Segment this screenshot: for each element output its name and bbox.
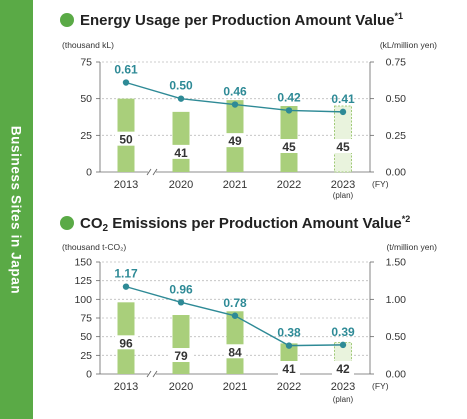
chart1-left-tick-label: 75 bbox=[80, 57, 92, 69]
chart1-axis-break-icon bbox=[146, 168, 158, 176]
chart1-line-label: 0.50 bbox=[169, 79, 193, 93]
chart2-line-label: 1.17 bbox=[114, 267, 138, 281]
sidebar: Business Sites in Japan bbox=[0, 0, 33, 419]
chart2-x-tick-label: 2022 bbox=[277, 381, 301, 393]
chart1-left-tick-label: 50 bbox=[80, 93, 92, 105]
chart1-right-tick-label: 0.50 bbox=[386, 93, 407, 105]
chart2-line-point bbox=[285, 342, 293, 349]
chart2-left-tick-label: 125 bbox=[74, 275, 92, 287]
chart2-bar bbox=[172, 315, 190, 374]
chart1-left-unit: (thousand kL) bbox=[62, 40, 114, 50]
chart2-title-subscript: 2 bbox=[103, 223, 109, 234]
chart1-line-point bbox=[231, 101, 239, 108]
chart2-line-point bbox=[339, 341, 347, 349]
chart1-fy-label: (FY) bbox=[372, 179, 389, 189]
chart1-x-tick-label: 2020 bbox=[169, 179, 193, 191]
chart2-line-point bbox=[231, 312, 239, 319]
chart1-title-text: Energy Usage per Production Amount Value bbox=[80, 12, 395, 29]
chart2-left-unit: (thousand t-CO₂) bbox=[62, 242, 126, 252]
chart2-title-text-pre: CO bbox=[80, 215, 103, 232]
chart2-right-tick-label: 0.50 bbox=[386, 331, 407, 343]
chart1-bar-label: 49 bbox=[228, 134, 242, 148]
chart1-bar-label-bg bbox=[115, 131, 137, 146]
chart2-line-label: 0.78 bbox=[223, 296, 247, 310]
chart2-line-point bbox=[122, 283, 130, 290]
chart2-bar-label-bg bbox=[170, 348, 192, 363]
chart2-fy-label: (FY) bbox=[372, 381, 389, 391]
chart2-title-note: *2 bbox=[402, 214, 411, 224]
chart1-bar-label-bg bbox=[170, 144, 192, 159]
chart1-line-label: 0.42 bbox=[277, 90, 301, 104]
chart2-left-tick-label: 100 bbox=[74, 294, 92, 306]
chart2-title: CO2 Emissions per Production Amount Valu… bbox=[80, 214, 410, 234]
chart1-line-label: 0.61 bbox=[114, 63, 138, 77]
chart1-bar-label: 45 bbox=[282, 140, 296, 154]
chart2-left-tick-label: 150 bbox=[74, 257, 92, 269]
chart1-title-note: *1 bbox=[395, 11, 404, 21]
chart1-line-point bbox=[122, 79, 130, 86]
chart2-axis-break-gap bbox=[148, 370, 156, 378]
chart2-bar-label: 42 bbox=[336, 362, 350, 376]
chart1-bar bbox=[172, 111, 190, 172]
chart2-bar-label-bg bbox=[332, 361, 354, 375]
chart1-line-point bbox=[339, 108, 347, 116]
chart2-right-tick-label: 1.00 bbox=[386, 294, 407, 306]
chart1-title: Energy Usage per Production Amount Value… bbox=[80, 11, 403, 29]
chart1-right-tick-label: 0.75 bbox=[386, 57, 407, 69]
chart1-bar-label: 45 bbox=[336, 140, 350, 154]
chart1-right-unit: (kL/million yen) bbox=[380, 40, 437, 50]
chart2-right-tick-label: 1.50 bbox=[386, 257, 407, 269]
chart1-line-point bbox=[177, 95, 185, 102]
chart2-line-label: 0.38 bbox=[277, 326, 301, 340]
chart1-right-tick-label: 0.25 bbox=[386, 130, 407, 142]
chart1-x-tick-label: 2023 bbox=[331, 179, 355, 191]
chart2-x-tick-label: 2013 bbox=[114, 381, 138, 393]
chart1-bar-label-bg bbox=[224, 133, 246, 148]
chart2-bar-label: 96 bbox=[119, 336, 133, 350]
chart2-right-tick-label: 0.00 bbox=[386, 369, 407, 381]
chart2-x-tick-label: 2021 bbox=[223, 381, 247, 393]
chart1-line-label: 0.46 bbox=[223, 85, 247, 99]
chart2-line-label: 0.39 bbox=[331, 325, 355, 339]
chart1-left-tick-label: 25 bbox=[80, 130, 92, 142]
chart2-left-tick-label: 50 bbox=[80, 331, 92, 343]
chart2-left-tick-label: 25 bbox=[80, 350, 92, 362]
chart1-x-tick-label: 2022 bbox=[277, 179, 301, 191]
chart1-bar-label-bg bbox=[332, 139, 354, 153]
chart1-line-point bbox=[285, 107, 293, 114]
chart2-bar-label-bg bbox=[224, 344, 246, 359]
chart2-x-tick-label: 2023 bbox=[331, 381, 355, 393]
chart2-line-label: 0.96 bbox=[169, 282, 193, 296]
chart2-bar bbox=[226, 311, 244, 374]
chart1-right-tick-label: 0.00 bbox=[386, 167, 407, 179]
chart2-plan-note: (plan) bbox=[333, 395, 354, 404]
chart2-bar-label: 41 bbox=[282, 362, 296, 376]
chart2-axis-break-icon bbox=[146, 370, 158, 378]
chart2-bar-label-bg bbox=[115, 335, 137, 350]
chart2-line-point bbox=[177, 299, 185, 306]
chart1-line-label: 0.41 bbox=[331, 92, 355, 106]
chart2-x-tick-label: 2020 bbox=[169, 381, 193, 393]
chart2-right-unit: (t/million yen) bbox=[386, 242, 437, 252]
chart1-bar-label: 50 bbox=[119, 133, 133, 147]
chart2-bar-label: 84 bbox=[228, 345, 242, 359]
chart2-bar-label-bg bbox=[278, 361, 300, 375]
chart1-bar-label-bg bbox=[278, 139, 300, 153]
chart2-left-tick-label: 75 bbox=[80, 313, 92, 325]
chart1-x-tick-label: 2013 bbox=[114, 179, 138, 191]
chart1-left-tick-label: 0 bbox=[86, 167, 92, 179]
chart1-bar-label: 41 bbox=[174, 146, 188, 160]
chart2-bar-label: 79 bbox=[174, 349, 188, 363]
chart1-plan-note: (plan) bbox=[333, 191, 354, 200]
chart1-x-tick-label: 2021 bbox=[223, 179, 247, 191]
chart2-left-tick-label: 0 bbox=[86, 369, 92, 381]
chart1-title-dot-icon bbox=[60, 13, 74, 27]
chart2-title-text-post: Emissions per Production Amount Value bbox=[108, 215, 402, 232]
chart1-axis-break-gap bbox=[148, 168, 156, 176]
chart2-title-dot-icon bbox=[60, 216, 74, 230]
